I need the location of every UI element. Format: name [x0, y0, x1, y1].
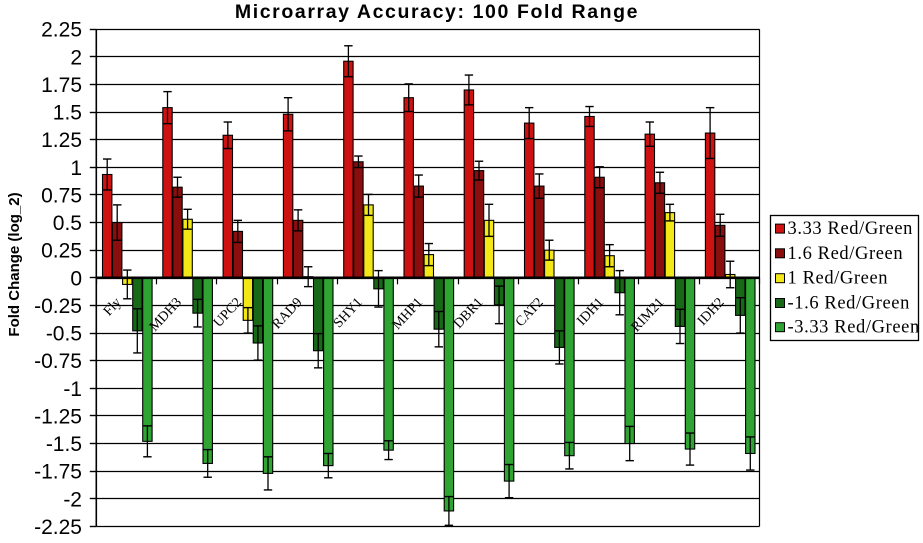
svg-text:1 Red/Green: 1 Red/Green [788, 269, 889, 289]
svg-text:1.25: 1.25 [41, 129, 82, 152]
svg-text:0.25: 0.25 [41, 240, 82, 263]
svg-text:1.5: 1.5 [53, 102, 82, 125]
svg-text:1.6 Red/Green: 1.6 Red/Green [788, 244, 904, 264]
svg-text:-1.25: -1.25 [34, 405, 82, 428]
svg-text:Microarray Accuracy: 100 Fold: Microarray Accuracy: 100 Fold Range [235, 1, 639, 23]
svg-text:0.5: 0.5 [53, 212, 82, 235]
svg-text:-0.5: -0.5 [46, 323, 82, 346]
svg-text:-1.75: -1.75 [34, 461, 82, 484]
svg-text:-0.25: -0.25 [34, 295, 82, 318]
svg-text:-2: -2 [63, 488, 82, 511]
svg-text:0: 0 [70, 267, 82, 290]
svg-text:3.33 Red/Green: 3.33 Red/Green [788, 219, 914, 239]
svg-text:-3.33 Red/Green: -3.33 Red/Green [788, 318, 920, 338]
svg-text:-0.75: -0.75 [34, 350, 82, 373]
svg-text:1: 1 [70, 157, 82, 180]
svg-text:0.75: 0.75 [41, 184, 82, 207]
svg-text:-1.5: -1.5 [46, 433, 82, 456]
svg-text:2: 2 [70, 46, 82, 69]
svg-text:2.25: 2.25 [41, 19, 82, 42]
svg-text:Fold Change (log_2): Fold Change (log_2) [6, 192, 23, 336]
svg-text:-1.6 Red/Green: -1.6 Red/Green [788, 294, 910, 314]
svg-text:1.75: 1.75 [41, 74, 82, 97]
svg-text:-1: -1 [63, 378, 82, 401]
svg-text:-2.25: -2.25 [34, 516, 82, 539]
